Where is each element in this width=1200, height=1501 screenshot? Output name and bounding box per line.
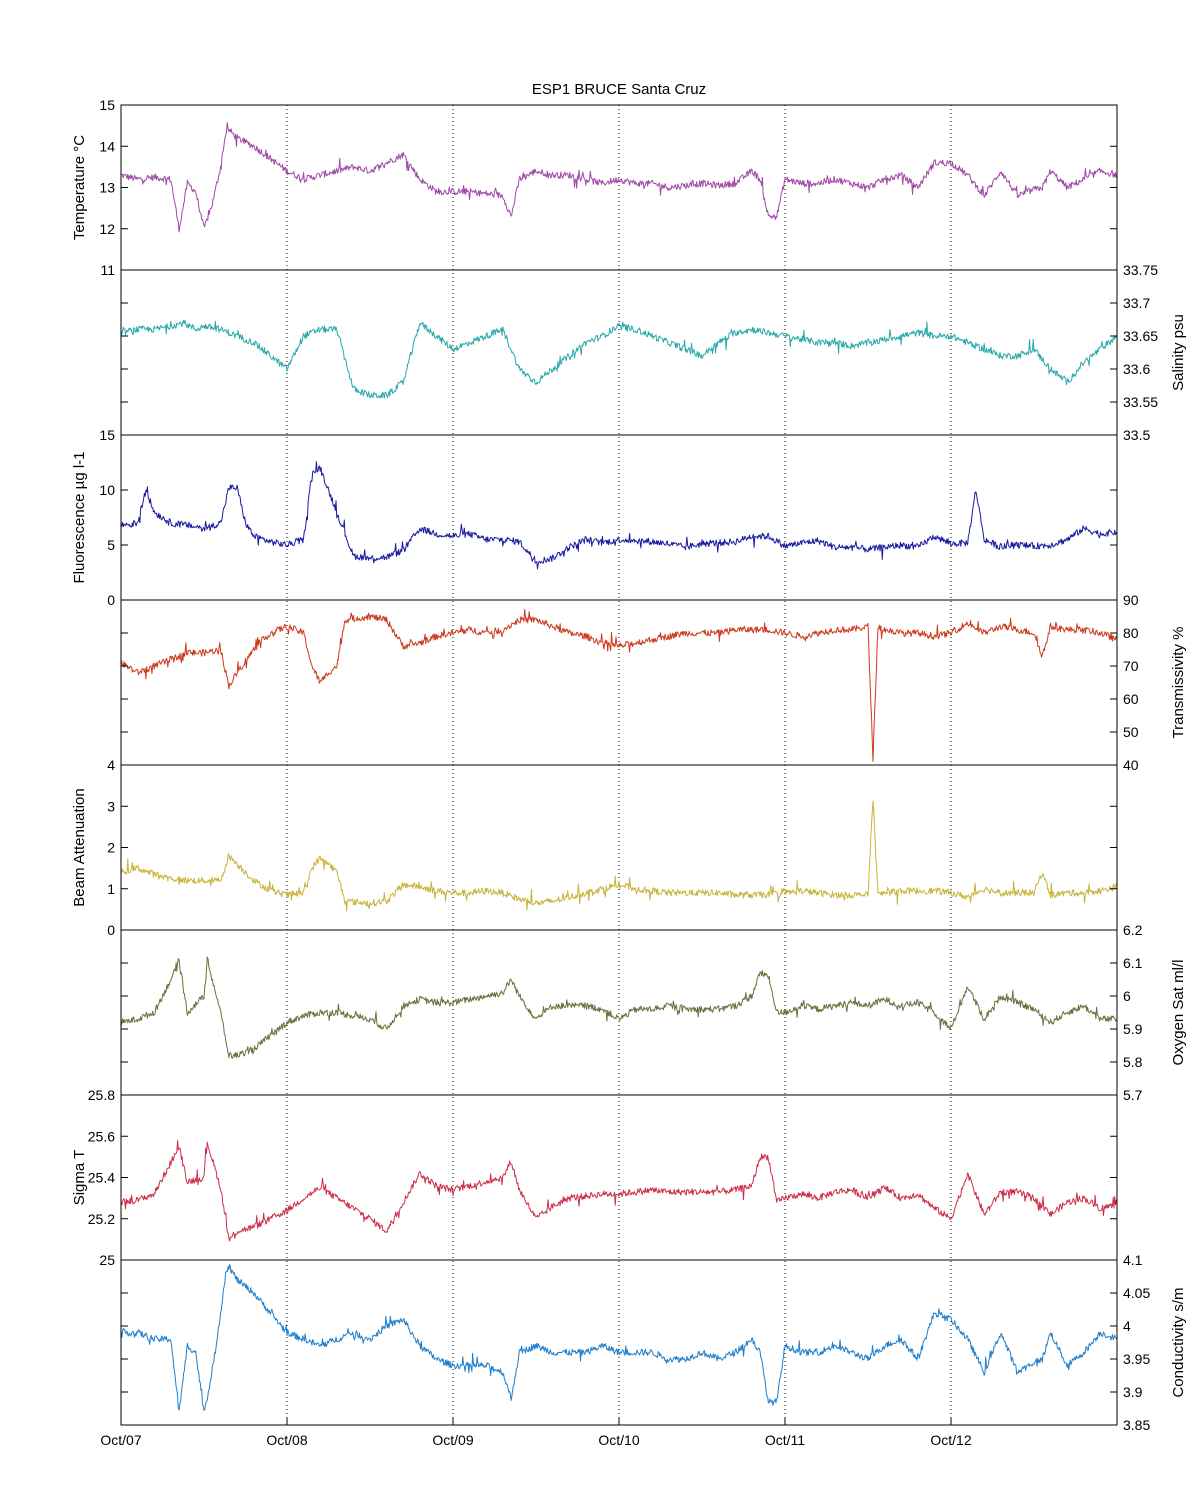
beam_attenuation-tick-label: 0 bbox=[107, 922, 115, 938]
beam_attenuation-tick-label: 3 bbox=[107, 798, 115, 814]
tick-layer: 111213141533.533.5533.633.6533.733.75051… bbox=[88, 97, 1158, 1448]
conductivity-series-line bbox=[120, 1263, 1118, 1411]
beam_attenuation-tick-label: 4 bbox=[107, 757, 115, 773]
oxygen-tick-label: 6.2 bbox=[1123, 922, 1143, 938]
transmissivity-tick-label: 50 bbox=[1123, 724, 1139, 740]
salinity-axis-label: Salinity psu bbox=[1170, 314, 1187, 391]
sigma_t-tick-label: 25 bbox=[99, 1252, 115, 1268]
sigma_t-tick-label: 25.2 bbox=[88, 1211, 115, 1227]
temperature-series-line bbox=[120, 122, 1118, 233]
temperature-tick-label: 15 bbox=[99, 97, 115, 113]
salinity-tick-label: 33.55 bbox=[1123, 394, 1158, 410]
beam_attenuation-tick-label: 1 bbox=[107, 881, 115, 897]
salinity-tick-label: 33.75 bbox=[1123, 262, 1158, 278]
temperature-tick-label: 12 bbox=[99, 221, 115, 237]
fluorescence-tick-label: 10 bbox=[99, 482, 115, 498]
transmissivity-tick-label: 40 bbox=[1123, 757, 1139, 773]
salinity-tick-label: 33.5 bbox=[1123, 427, 1150, 443]
panel-frames bbox=[120, 104, 1118, 1426]
sigma_t-tick-label: 25.4 bbox=[88, 1170, 115, 1186]
chart-title: ESP1 BRUCE Santa Cruz bbox=[532, 81, 706, 98]
beam_attenuation-series-line bbox=[120, 800, 1118, 912]
temperature-tick-label: 11 bbox=[100, 262, 115, 278]
oxygen-tick-label: 5.9 bbox=[1123, 1021, 1143, 1037]
oxygen-tick-label: 6.1 bbox=[1123, 955, 1143, 971]
conductivity-tick-label: 3.85 bbox=[1123, 1417, 1150, 1433]
beam_attenuation-axis-label: Beam Attenuation bbox=[71, 788, 88, 906]
conductivity-axis-label: Conductivity s/m bbox=[1170, 1287, 1187, 1397]
conductivity-tick-label: 3.95 bbox=[1123, 1351, 1150, 1367]
transmissivity-tick-label: 90 bbox=[1123, 592, 1139, 608]
transmissivity-tick-label: 70 bbox=[1123, 658, 1139, 674]
oxygen-tick-label: 5.7 bbox=[1123, 1087, 1143, 1103]
oxygen-panel-frame bbox=[120, 929, 1118, 1096]
beam_attenuation-tick-label: 2 bbox=[107, 840, 115, 856]
conductivity-tick-label: 4 bbox=[1123, 1318, 1131, 1334]
conductivity-panel-frame bbox=[120, 1259, 1118, 1426]
series-layer bbox=[120, 122, 1118, 1411]
salinity-tick-label: 33.65 bbox=[1123, 328, 1158, 344]
conductivity-tick-label: 4.05 bbox=[1123, 1285, 1150, 1301]
conductivity-tick-label: 4.1 bbox=[1123, 1252, 1143, 1268]
label-layer: Temperature °C Salinity psu Fluorescence µ… bbox=[71, 135, 1187, 1398]
temperature-tick-label: 13 bbox=[99, 180, 115, 196]
sigma_t-axis-label: Sigma T bbox=[71, 1150, 88, 1206]
x-tick-label: Oct/08 bbox=[266, 1432, 307, 1448]
transmissivity-tick-label: 80 bbox=[1123, 625, 1139, 641]
temperature-axis-label: Temperature °C bbox=[71, 135, 88, 240]
oxygen-tick-label: 5.8 bbox=[1123, 1054, 1143, 1070]
salinity-tick-label: 33.7 bbox=[1123, 295, 1150, 311]
transmissivity-axis-label: Transmissivity % bbox=[1170, 627, 1187, 739]
sigma_t-tick-label: 25.6 bbox=[88, 1128, 115, 1144]
fluorescence-tick-label: 15 bbox=[99, 427, 115, 443]
fluorescence-tick-label: 0 bbox=[107, 592, 115, 608]
salinity-tick-label: 33.6 bbox=[1123, 361, 1150, 377]
salinity-panel-frame bbox=[120, 269, 1118, 436]
oxygen-series-line bbox=[120, 956, 1118, 1059]
fluorescence-series-line bbox=[120, 461, 1118, 570]
temperature-tick-label: 14 bbox=[99, 138, 115, 154]
x-tick-label: Oct/11 bbox=[765, 1432, 805, 1448]
transmissivity-series-line bbox=[120, 608, 1118, 762]
x-tick-label: Oct/12 bbox=[930, 1432, 971, 1448]
salinity-series-line bbox=[120, 319, 1118, 399]
oxygen-axis-label: Oxygen Sat ml/l bbox=[1170, 960, 1187, 1066]
x-tick-label: Oct/10 bbox=[598, 1432, 639, 1448]
fluorescence-axis-label: Fluorescence µg l-1 bbox=[71, 451, 88, 583]
transmissivity-tick-label: 60 bbox=[1123, 691, 1139, 707]
fluorescence-tick-label: 5 bbox=[107, 537, 115, 553]
x-tick-label: Oct/09 bbox=[432, 1432, 473, 1448]
sigma_t-tick-label: 25.8 bbox=[88, 1087, 115, 1103]
sigma_t-series-line bbox=[120, 1140, 1118, 1242]
x-tick-label: Oct/07 bbox=[100, 1432, 141, 1448]
conductivity-tick-label: 3.9 bbox=[1123, 1384, 1143, 1400]
oxygen-tick-label: 6 bbox=[1123, 988, 1131, 1004]
